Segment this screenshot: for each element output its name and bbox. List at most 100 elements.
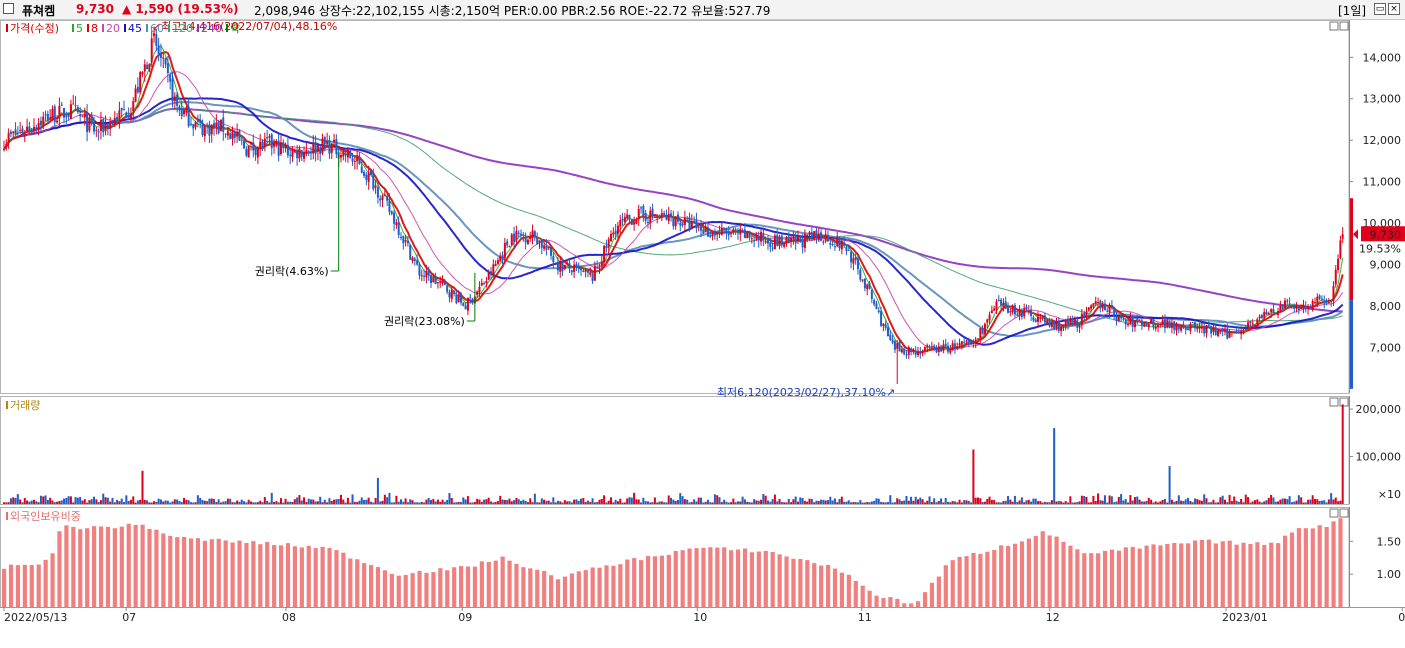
volume-bar [792, 499, 795, 504]
candle [930, 341, 933, 350]
candle-body [189, 123, 192, 125]
foreign-bar [1206, 539, 1212, 607]
candle-body [1103, 303, 1106, 311]
candle-body [958, 343, 961, 346]
candle-body [965, 340, 968, 342]
candle-body [215, 122, 218, 127]
foreign-bar [576, 571, 581, 607]
candle-body [676, 214, 679, 222]
candle [538, 240, 541, 249]
foreign-bar [1012, 543, 1018, 607]
candle [1099, 299, 1102, 313]
candle [792, 231, 795, 245]
foreign-bar [542, 570, 547, 607]
volume-bar [429, 499, 432, 504]
select-checkbox[interactable] [3, 3, 14, 14]
candle-body [1117, 315, 1120, 322]
volume-bar [374, 497, 377, 504]
restore-icon[interactable]: ▭ [1374, 3, 1386, 15]
volume-bar [596, 501, 599, 504]
foreign-bar [825, 564, 831, 607]
volume-bar [1011, 501, 1014, 504]
foreign-bar [29, 565, 34, 607]
candle-body [760, 231, 763, 242]
candle [937, 342, 940, 357]
candle [1281, 304, 1284, 313]
candle-body [365, 174, 368, 180]
volume-bar [367, 497, 370, 504]
candle [1018, 305, 1021, 321]
candle-body [1120, 316, 1123, 319]
volume-bar [395, 495, 398, 504]
candle [1253, 324, 1256, 327]
foreign-bar [1075, 549, 1080, 607]
foreign-bar [528, 568, 533, 607]
candle-body [263, 138, 266, 147]
candle [1316, 293, 1319, 307]
candle-body [556, 261, 559, 271]
candle-body [39, 120, 42, 126]
volume-bar [466, 496, 469, 504]
candle [861, 279, 864, 283]
foreign-bar [860, 585, 865, 607]
candle-body [776, 235, 779, 246]
candle [490, 266, 493, 280]
candle-body [670, 213, 673, 218]
candle-body [1253, 324, 1256, 326]
foreign-bar [1123, 547, 1128, 607]
candle-body [591, 273, 594, 281]
candle-body [1235, 332, 1238, 334]
foreign-bar [71, 526, 76, 607]
candle-body [856, 259, 859, 269]
candle [863, 277, 866, 292]
period-selector[interactable]: [1일] [1338, 4, 1367, 18]
volume-bar [972, 449, 975, 504]
volume-bar [1145, 500, 1148, 504]
volume-bar [1108, 495, 1111, 504]
candle-body [993, 308, 996, 311]
candle [1067, 315, 1070, 330]
candle-body [656, 217, 659, 219]
candle [683, 210, 686, 232]
candle [65, 111, 68, 124]
candle-body [171, 79, 174, 102]
candle [1143, 321, 1146, 328]
volume-bar [1090, 502, 1093, 504]
candle [106, 122, 109, 136]
candle [483, 281, 486, 286]
volume-bar [903, 500, 906, 504]
candle-body [870, 289, 873, 300]
candle [702, 223, 705, 235]
candle [912, 348, 915, 355]
candle [245, 146, 248, 158]
candle-body [298, 148, 301, 159]
candle-body [501, 255, 504, 259]
candle-body [580, 268, 583, 271]
foreign-bar [1116, 550, 1122, 607]
volume-bar [51, 500, 54, 504]
candle [485, 276, 488, 288]
foreign-bar [1234, 544, 1239, 607]
volume-bar [1020, 497, 1023, 504]
candle-body [273, 143, 276, 147]
foreign-bar [1019, 541, 1025, 607]
volume-bar [69, 496, 72, 504]
volume-bar [658, 501, 661, 504]
candle-body [183, 109, 186, 115]
close-icon[interactable]: × [1388, 3, 1400, 15]
candle-body [672, 217, 675, 227]
candle-body [630, 219, 633, 225]
foreign-bar [618, 564, 623, 607]
candle-body [753, 240, 756, 242]
candle [1265, 309, 1268, 315]
panel-minimize-icon [1329, 397, 1339, 407]
candle-body [1092, 303, 1095, 307]
candle-body [243, 140, 246, 149]
volume-bar [1196, 499, 1199, 504]
candle [298, 145, 301, 163]
candle [501, 251, 504, 265]
candle [750, 235, 753, 244]
volume-bar [563, 500, 566, 504]
candle-body [951, 343, 954, 351]
candle [591, 272, 594, 284]
